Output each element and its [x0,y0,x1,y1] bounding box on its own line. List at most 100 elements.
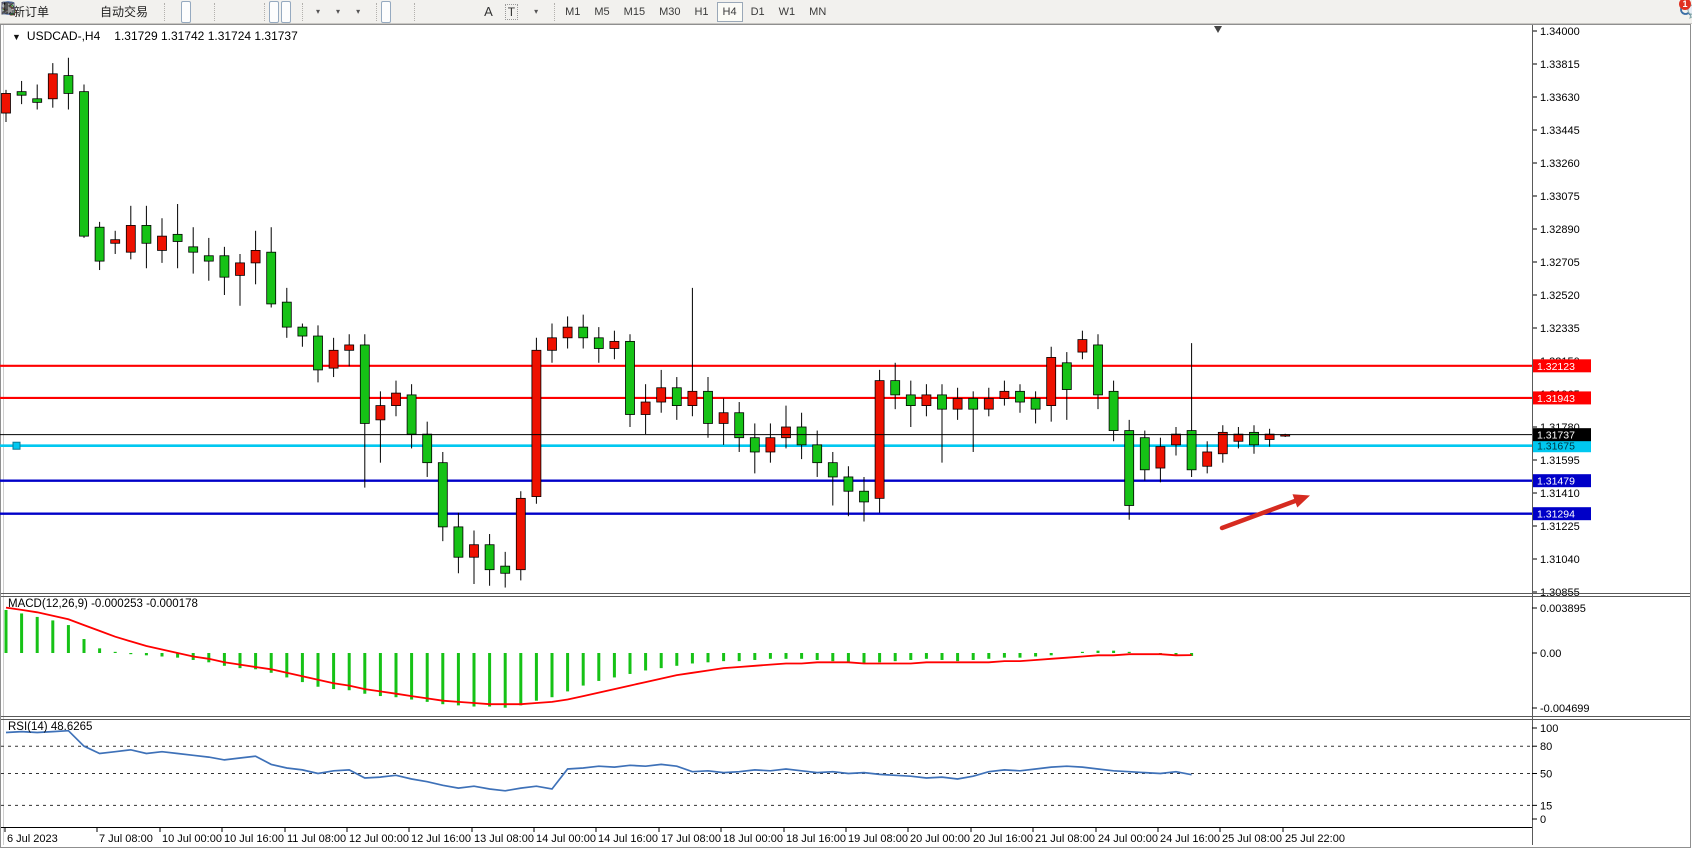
rsi-indicator-label: RSI(14) 48.6265 [8,721,93,733]
svg-text:12 Jul 16:00: 12 Jul 16:00 [411,833,471,845]
price-tag-1.31675: 1.31675 [1537,441,1575,453]
chart-candles-button[interactable] [1,0,192,23]
svg-text:F: F [10,12,14,17]
market-button[interactable] [1,1,78,23]
label-tool-button[interactable]: T [500,1,523,23]
time-axis[interactable]: 6 Jul 2023 7 Jul 08:00 10 Jul 00:00 10 Jul … [4,827,1345,845]
svg-text:14 Jul 16:00: 14 Jul 16:00 [598,833,658,845]
indicators-button[interactable]: ▾ [2,1,325,23]
chevron-down-icon: ▾ [316,7,321,16]
price-tag-1.31294: 1.31294 [1537,509,1575,521]
collapse-triangle-icon[interactable]: ▼ [12,32,21,42]
annotation-arrow[interactable] [1219,494,1310,531]
chevron-down-icon: ▾ [336,7,341,16]
timeframe-h4-button[interactable]: H4 [716,1,743,22]
arrows-tool-button[interactable]: ▾ [3,1,543,23]
timeframe-d1-button[interactable]: D1 [750,5,765,18]
svg-text:11 Jul 08:00: 11 Jul 08:00 [287,833,346,845]
cursor-button[interactable] [4,0,392,23]
rsi-panel: 100 80 50 15 0 [1,723,1558,826]
text-tool-button[interactable]: A [479,1,498,23]
svg-text:24 Jul 16:00: 24 Jul 16:00 [1160,833,1220,845]
autoscroll-button[interactable] [1,0,280,23]
zoom-out-button[interactable] [2,1,241,23]
timeframe-w1-button[interactable]: W1 [778,5,796,18]
toolbar-separator [547,2,556,21]
macd-panel: 0.003895 0.00 -0.004699 [4,603,1590,715]
timeframe-m5-button[interactable]: M5 [594,5,610,18]
notification-badge: 1 [1679,0,1691,10]
toolbar-separator [207,2,216,21]
chevron-down-icon: ▾ [356,7,361,16]
svg-text:20 Jul 16:00: 20 Jul 16:00 [973,833,1033,845]
svg-text:50: 50 [1540,769,1552,781]
trendline-button[interactable] [2,1,453,23]
svg-text:0: 0 [1540,814,1546,826]
svg-text:18 Jul 00:00: 18 Jul 00:00 [723,833,783,845]
current-price-tag: 1.31737 [1537,430,1575,442]
autotrade-button[interactable]: 自动交易 [1,1,153,23]
svg-text:1.31040: 1.31040 [1540,554,1580,566]
svg-text:10 Jul 00:00: 10 Jul 00:00 [162,833,222,845]
svg-text:1.34000: 1.34000 [1540,26,1580,38]
signals-button[interactable] [1,1,90,23]
timeframe-mn-button[interactable]: MN [809,5,827,18]
styles-button[interactable] [2,1,66,23]
price-tag-1.31943: 1.31943 [1537,393,1575,405]
horizontal-line-button[interactable] [2,1,441,23]
svg-text:1.32890: 1.32890 [1540,224,1580,236]
symbol-period-label: USDCAD-,H4 [26,29,101,43]
svg-text:6 Jul 2023: 6 Jul 2023 [7,833,58,845]
svg-text:1.32335: 1.32335 [1540,323,1580,335]
svg-text:100: 100 [1540,723,1558,735]
toolbar-separator [369,2,378,21]
label-tool-icon: T [504,3,519,20]
macd-main-value: -0.000253 [91,598,143,610]
timeframe-m1-button[interactable]: M1 [565,5,581,18]
price-tag-1.31479: 1.31479 [1537,476,1575,488]
chevron-down-icon: ▾ [534,7,539,16]
tile-windows-button[interactable] [2,1,253,23]
zoom-in-button[interactable] [2,1,229,23]
svg-text:20 Jul 00:00: 20 Jul 00:00 [910,833,970,845]
timeframe-h1-button[interactable]: H1 [694,5,709,18]
templates-button[interactable]: ▾ [1,1,365,23]
svg-text:1.31410: 1.31410 [1540,488,1580,500]
fibonacci-button[interactable]: F [2,1,477,23]
chart-bars-button[interactable] [1,1,179,23]
svg-text:1.32520: 1.32520 [1540,290,1580,302]
svg-text:17 Jul 08:00: 17 Jul 08:00 [661,833,721,845]
panel-separators[interactable] [1,25,1690,845]
timeframe-m15-button[interactable]: M15 [623,5,646,18]
svg-text:18 Jul 16:00: 18 Jul 16:00 [786,833,846,845]
chart-line-button[interactable] [1,1,203,23]
toolbar: 新订单 自动交易 ▾ ▾ ▾ [0,0,1692,24]
crosshair-button[interactable] [2,1,403,23]
vertical-line-button[interactable] [5,1,429,23]
svg-text:1.33630: 1.33630 [1540,92,1580,104]
chart-shift-marker[interactable] [1214,26,1222,33]
price-tag-1.32123: 1.32123 [1537,361,1575,373]
toolbar-separator [295,2,304,21]
svg-text:E: E [10,11,14,16]
svg-text:24 Jul 00:00: 24 Jul 00:00 [1098,833,1158,845]
svg-text:7 Jul 08:00: 7 Jul 08:00 [99,833,153,845]
macd-indicator-label: MACD(12,26,9) -0.000253 -0.000178 [8,598,198,610]
ohlc-values: 1.31729 1.31742 1.31724 1.31737 [114,29,298,43]
timeframe-m30-button[interactable]: M30 [659,5,681,18]
svg-text:0.00: 0.00 [1540,648,1561,660]
chart-shift-button[interactable] [1,0,292,23]
svg-text:-0.004699: -0.004699 [1540,703,1590,715]
periods-button[interactable]: ▾ [1,1,345,23]
chart-title[interactable]: ▼ USDCAD-,H4 1.31729 1.31742 1.31724 1.317… [12,29,298,43]
svg-text:1.32705: 1.32705 [1540,257,1580,269]
svg-text:1.33075: 1.33075 [1540,191,1580,203]
toolbar-separator [157,2,166,21]
equidistant-channel-button[interactable]: E [1,1,465,23]
svg-text:14 Jul 00:00: 14 Jul 00:00 [536,833,596,845]
new-order-label: 新订单 [13,5,50,19]
svg-text:15: 15 [1540,800,1552,812]
price-level-lines[interactable]: 1.32123 1.31943 1.31675 1.31479 1.31294 [0,359,1591,521]
